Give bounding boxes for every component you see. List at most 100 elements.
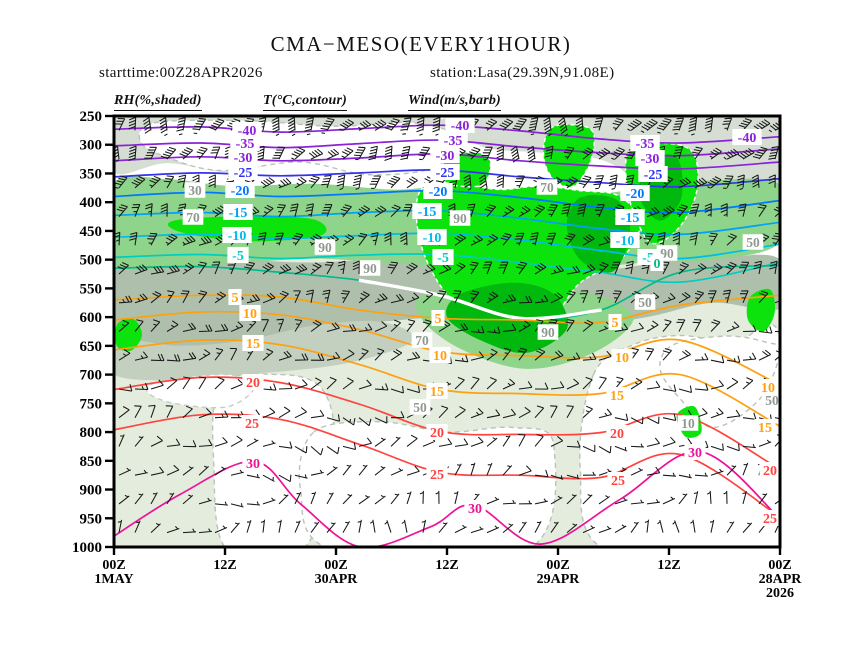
label-text: 10 <box>615 351 629 366</box>
label-chip <box>606 387 628 403</box>
label-chip <box>430 147 460 163</box>
label-text: -10 <box>616 234 635 249</box>
label-text: -10 <box>228 229 247 244</box>
x-tick-label: 30APR <box>315 572 359 587</box>
legend-wind-barb: Wind(m/s,barb) <box>408 93 501 111</box>
label-text: 15 <box>758 421 772 436</box>
shade-white-left-pocket <box>145 373 255 409</box>
label-chip <box>677 415 699 431</box>
label-text: 50 <box>413 400 427 415</box>
label-text: 5 <box>232 291 239 306</box>
x-tick-label: 00Z <box>102 558 125 573</box>
label-chip <box>426 383 448 399</box>
y-tick-label: 850 <box>80 454 103 470</box>
label-text: 10 <box>433 349 447 364</box>
label-text: 70 <box>186 210 200 225</box>
label-text: -35 <box>236 137 255 152</box>
label-chip <box>630 135 660 151</box>
barb-row-375 <box>114 174 776 191</box>
x-tick-label: 28APR <box>759 572 803 587</box>
zero-line-highlight <box>358 278 602 321</box>
y-tick-label: 700 <box>80 368 103 384</box>
starttime-label: starttime:00Z28APR2026 <box>99 65 263 81</box>
y-tick-label: 300 <box>80 138 103 154</box>
label-chip <box>757 379 779 395</box>
label-text: 90 <box>541 325 555 340</box>
y-tick-label: 650 <box>80 339 103 355</box>
label-text: 30 <box>188 183 202 198</box>
label-text: 10 <box>243 307 257 322</box>
label-text: -25 <box>644 168 663 183</box>
plot-border <box>112 114 782 549</box>
label-chip <box>227 247 249 263</box>
y-tick-label: 550 <box>80 281 103 297</box>
y-tick-label: 350 <box>80 166 103 182</box>
label-chip <box>228 164 258 180</box>
label-chip <box>225 182 255 198</box>
y-tick-label: 950 <box>80 511 103 527</box>
label-text: -15 <box>418 205 437 220</box>
label-chip <box>423 183 453 199</box>
temp-contour--40 <box>114 124 780 144</box>
label-chip <box>438 132 468 148</box>
temp-contour-30 <box>114 450 780 547</box>
shade-white-bottom-mid <box>298 420 557 547</box>
label-chip <box>242 374 264 390</box>
legend-temp-contour: T(°C,contour) <box>263 93 348 111</box>
label-text: 50 <box>638 295 652 310</box>
label-chip <box>409 399 431 415</box>
label-chip <box>759 510 781 526</box>
label-chip <box>635 150 665 166</box>
x-tick-label: 12Z <box>657 558 680 573</box>
label-text: -35 <box>636 137 655 152</box>
label-text: 20 <box>763 464 777 479</box>
label-chip <box>610 232 640 248</box>
label-chip <box>359 260 381 276</box>
label-text: -15 <box>621 211 640 226</box>
label-text: -5 <box>437 251 449 266</box>
barb-row-875 <box>118 462 780 483</box>
label-text: -15 <box>229 206 248 221</box>
label-chip <box>536 179 558 195</box>
label-chip <box>228 289 242 305</box>
label-chip <box>607 472 629 488</box>
barb-row-725 <box>118 376 780 394</box>
label-chip <box>228 149 258 165</box>
label-text: 15 <box>610 389 624 404</box>
label-text: -25 <box>436 166 455 181</box>
shade-bright-green-edge-sm <box>746 288 776 332</box>
label-chip <box>445 117 475 133</box>
label-text: 5 <box>612 316 619 331</box>
label-text: 15 <box>430 385 444 400</box>
label-text: 25 <box>245 417 259 432</box>
shade-gray-tier-left <box>114 320 415 381</box>
y-tick-label: 500 <box>80 253 103 269</box>
label-chip <box>222 227 252 243</box>
x-tick-label: 00Z <box>768 558 791 573</box>
y-tick-label: 250 <box>80 109 103 125</box>
label-chip <box>426 424 448 440</box>
shade-bright-green-left-sm <box>115 318 143 352</box>
barb-row-575 <box>118 289 780 304</box>
label-text: -30 <box>436 149 455 164</box>
page-title: CMA−MESO(EVERY1HOUR) <box>270 32 572 56</box>
label-chip <box>759 462 781 478</box>
label-chip <box>611 349 633 365</box>
label-chip <box>742 234 764 250</box>
label-chip <box>684 444 706 460</box>
label-chip <box>754 419 776 435</box>
label-chip <box>223 204 253 220</box>
label-text: -30 <box>641 152 660 167</box>
label-text: 50 <box>746 235 760 250</box>
x-tick-label: 12Z <box>435 558 458 573</box>
x-tick-label: 29APR <box>537 572 581 587</box>
barb-row-325 <box>114 145 780 163</box>
label-chip <box>314 239 336 255</box>
label-text: 70 <box>415 333 429 348</box>
label-chip <box>732 129 762 145</box>
x-tick-label: 00Z <box>546 558 569 573</box>
label-chip <box>606 425 628 441</box>
label-text: 20 <box>610 427 624 442</box>
